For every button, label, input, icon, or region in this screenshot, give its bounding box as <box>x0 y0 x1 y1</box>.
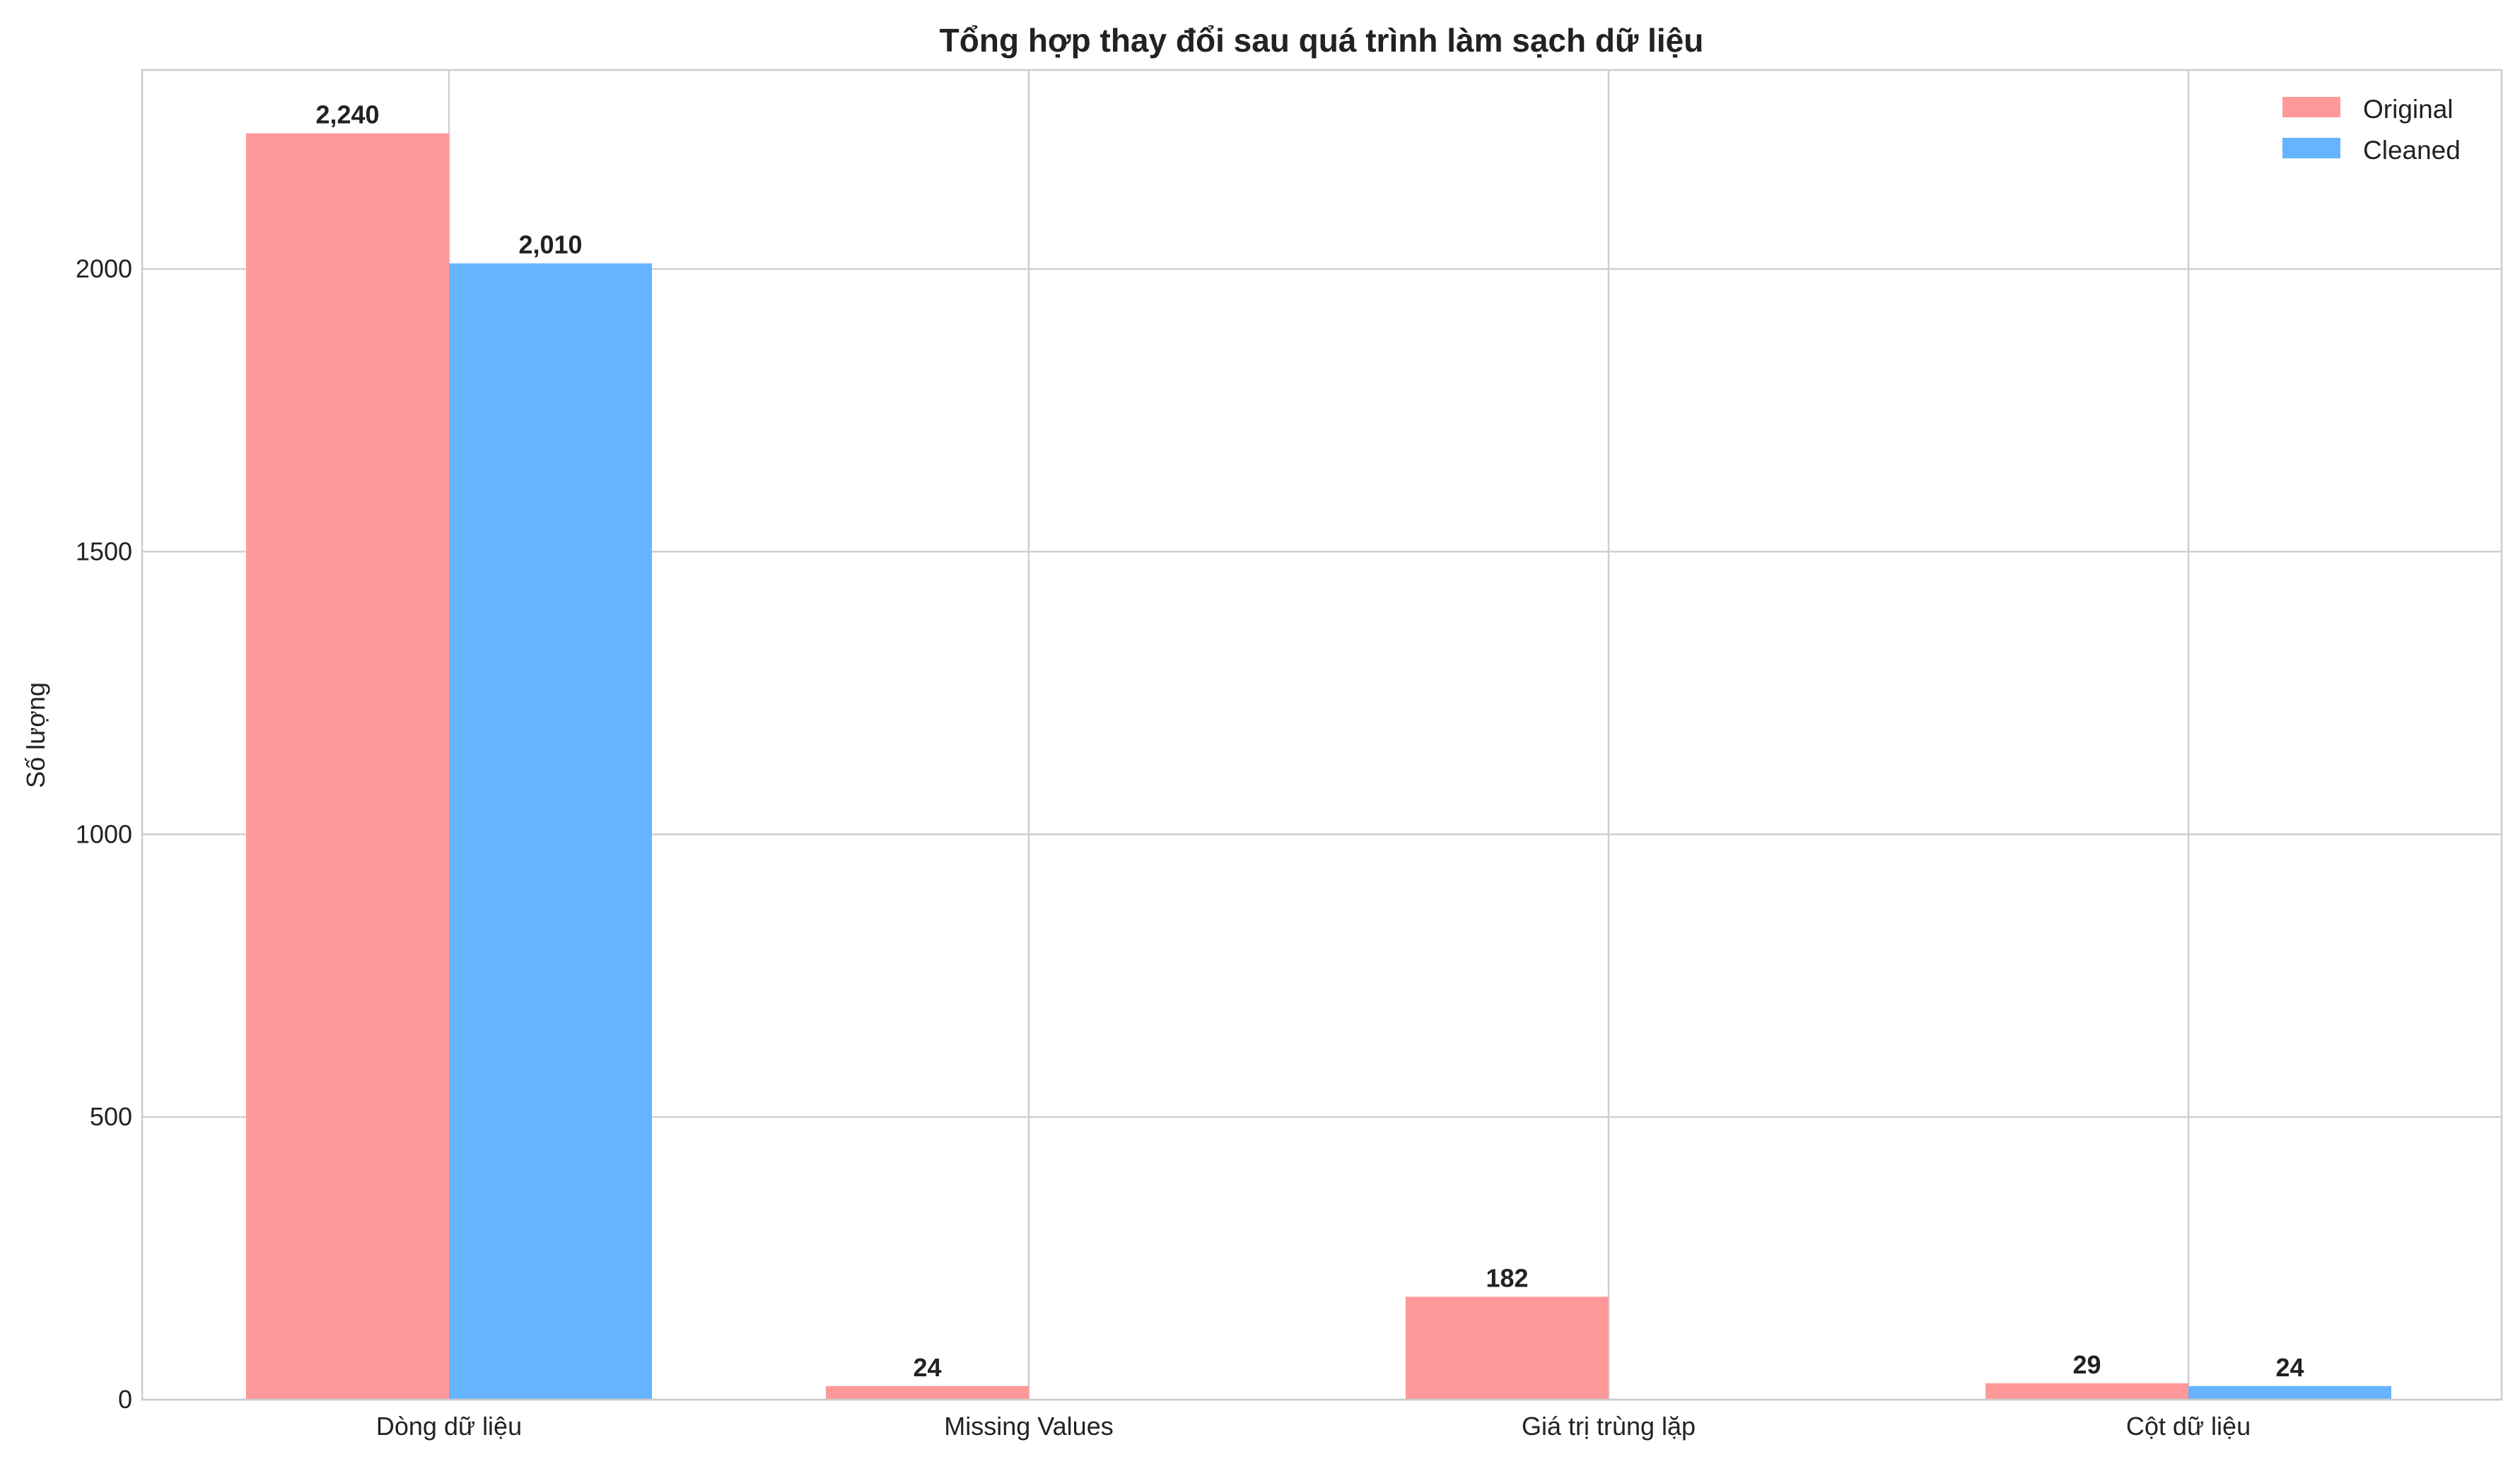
y-tick-label: 2000 <box>76 254 132 283</box>
data-labels: 2,240 24 182 29 2,010 24 <box>315 100 2304 1382</box>
bar-original-1 <box>826 1385 1029 1400</box>
y-axis-label: Số lượng <box>21 682 50 788</box>
legend-label-original: Original <box>2363 95 2454 124</box>
bar-original-3 <box>1985 1383 2188 1400</box>
bar-cleaned-0 <box>449 263 652 1400</box>
data-label-cleaned: 2,010 <box>518 230 582 259</box>
data-label-original: 24 <box>913 1353 941 1382</box>
legend: Original Cleaned <box>2282 95 2461 165</box>
legend-swatch-original <box>2282 97 2340 117</box>
x-tick-label: Cột dữ liệu <box>2126 1412 2251 1441</box>
data-label-original: 182 <box>1486 1263 1528 1292</box>
plot-frame <box>141 69 2503 1401</box>
x-tick-label: Missing Values <box>944 1412 1113 1441</box>
legend-label-cleaned: Cleaned <box>2363 136 2461 165</box>
y-tick-label: 0 <box>118 1385 132 1414</box>
bar-original-2 <box>1406 1296 1609 1400</box>
y-tick-label: 1000 <box>76 819 132 848</box>
x-tick-label: Giá trị trùng lặp <box>1522 1412 1696 1441</box>
y-axis-ticks: 0 500 1000 1500 2000 <box>76 254 132 1414</box>
data-label-original: 2,240 <box>315 100 379 129</box>
y-tick-label: 500 <box>90 1102 132 1131</box>
data-label-original: 29 <box>2072 1350 2101 1379</box>
bar-original-0 <box>246 133 449 1400</box>
y-tick-label: 1500 <box>76 537 132 566</box>
legend-swatch-cleaned <box>2282 138 2340 158</box>
x-axis-ticks: Dòng dữ liệu Missing Values Giá trị trùng … <box>376 1412 2251 1441</box>
bar-cleaned-3 <box>2188 1385 2391 1400</box>
x-tick-label: Dòng dữ liệu <box>376 1412 522 1441</box>
data-label-cleaned: 24 <box>2275 1353 2304 1382</box>
bars <box>246 133 2391 1400</box>
chart-title: Tổng hợp thay đổi sau quá trình làm sạch… <box>940 22 1704 59</box>
